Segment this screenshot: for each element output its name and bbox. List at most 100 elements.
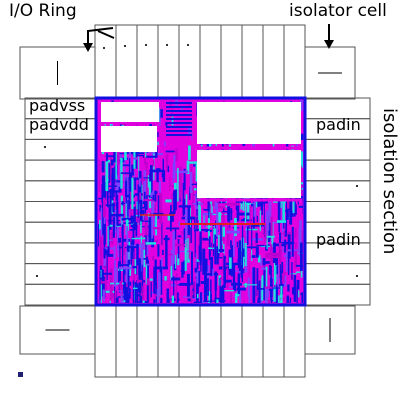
layout-streak bbox=[264, 223, 267, 243]
layout-streak bbox=[115, 175, 119, 202]
layout-streak bbox=[293, 275, 297, 303]
layout-streak bbox=[126, 245, 130, 252]
layout-streak bbox=[175, 273, 178, 301]
bottom-pad bbox=[94, 305, 117, 378]
macro-block bbox=[101, 102, 159, 122]
layout-streak bbox=[137, 184, 139, 219]
layout-streak bbox=[244, 242, 247, 267]
isolator-cell-arrowhead bbox=[324, 40, 334, 49]
layout-streak bbox=[154, 259, 157, 286]
padin-label-top: padin bbox=[316, 115, 361, 134]
layout-streak bbox=[109, 189, 112, 209]
layout-streak bbox=[119, 244, 121, 275]
layout-streak bbox=[139, 199, 143, 225]
layout-streak bbox=[283, 241, 294, 245]
bottom-pad bbox=[220, 305, 243, 378]
layout-streak bbox=[152, 159, 155, 167]
right-pad bbox=[305, 180, 371, 203]
layout-streak bbox=[101, 183, 104, 203]
layout-streak bbox=[146, 285, 149, 303]
layout-streak bbox=[291, 226, 294, 257]
layout-streak bbox=[103, 248, 106, 258]
right-pad bbox=[305, 201, 371, 223]
layout-streak bbox=[106, 250, 108, 280]
layout-streak bbox=[270, 265, 272, 286]
layout-streak bbox=[242, 284, 258, 286]
layout-streak bbox=[124, 180, 128, 197]
layout-streak bbox=[149, 169, 165, 173]
layout-streak bbox=[291, 262, 293, 280]
layout-streak bbox=[164, 276, 167, 281]
layout-streak bbox=[165, 199, 175, 203]
layout-streak bbox=[118, 268, 127, 272]
layout-streak bbox=[244, 197, 247, 224]
layout-streak bbox=[129, 264, 132, 276]
layout-streak bbox=[140, 221, 142, 234]
bottom-pad bbox=[136, 305, 159, 378]
layout-streak bbox=[252, 201, 266, 204]
layout-streak bbox=[210, 279, 212, 303]
macro-block bbox=[197, 102, 301, 144]
layout-streak bbox=[110, 282, 125, 285]
layout-streak bbox=[188, 225, 190, 260]
layout-streak bbox=[132, 280, 135, 303]
top-pad bbox=[178, 24, 201, 99]
layout-streak bbox=[208, 291, 211, 303]
top-pad bbox=[220, 24, 243, 99]
layout-streak bbox=[280, 202, 282, 208]
layout-streak bbox=[185, 239, 187, 266]
layout-streak bbox=[111, 289, 115, 298]
layout-streak bbox=[248, 224, 263, 227]
layout-streak bbox=[239, 291, 242, 303]
layout-streak bbox=[181, 261, 184, 278]
layout-streak bbox=[257, 299, 261, 303]
layout-streak bbox=[110, 159, 114, 166]
layout-streak bbox=[188, 145, 191, 160]
layout-streak bbox=[123, 282, 127, 301]
layout-streak bbox=[141, 184, 143, 208]
layout-streak bbox=[175, 188, 177, 211]
right-pad bbox=[305, 159, 371, 182]
layout-streak bbox=[98, 224, 100, 247]
layout-streak bbox=[128, 288, 131, 299]
layout-streak bbox=[285, 250, 288, 272]
layout-streak bbox=[140, 179, 146, 182]
layout-streak bbox=[159, 192, 163, 224]
layout-streak bbox=[262, 258, 266, 266]
layout-streak bbox=[100, 284, 102, 303]
layout-streak bbox=[147, 227, 161, 230]
layout-streak bbox=[116, 225, 120, 251]
layout-streak bbox=[152, 190, 155, 213]
layout-streak bbox=[220, 223, 222, 253]
register-stripe bbox=[166, 134, 192, 136]
layout-streak bbox=[190, 290, 193, 303]
layout-streak bbox=[275, 254, 279, 275]
layout-streak bbox=[283, 220, 285, 229]
layout-streak bbox=[175, 148, 178, 162]
layout-streak bbox=[152, 194, 155, 201]
layout-streak bbox=[217, 205, 225, 209]
layout-streak bbox=[126, 223, 129, 244]
layout-streak bbox=[266, 238, 268, 249]
layout-streak bbox=[194, 267, 198, 273]
layout-streak bbox=[118, 266, 133, 270]
layout-streak bbox=[241, 251, 244, 283]
layout-streak bbox=[145, 256, 149, 264]
layout-streak bbox=[117, 240, 119, 258]
layout-streak bbox=[257, 289, 260, 303]
layout-streak bbox=[287, 252, 290, 275]
layout-streak bbox=[107, 226, 109, 247]
register-stripe bbox=[166, 122, 192, 124]
layout-streak bbox=[150, 282, 152, 298]
layout-streak bbox=[296, 285, 298, 303]
layout-streak bbox=[106, 253, 114, 257]
layout-streak bbox=[157, 141, 159, 146]
left-pad bbox=[24, 283, 96, 306]
layout-streak bbox=[116, 194, 118, 226]
layout-streak bbox=[273, 255, 276, 286]
layout-streak bbox=[141, 264, 143, 280]
layout-streak bbox=[272, 242, 276, 263]
layout-streak bbox=[109, 268, 113, 301]
layout-streak bbox=[173, 257, 176, 264]
